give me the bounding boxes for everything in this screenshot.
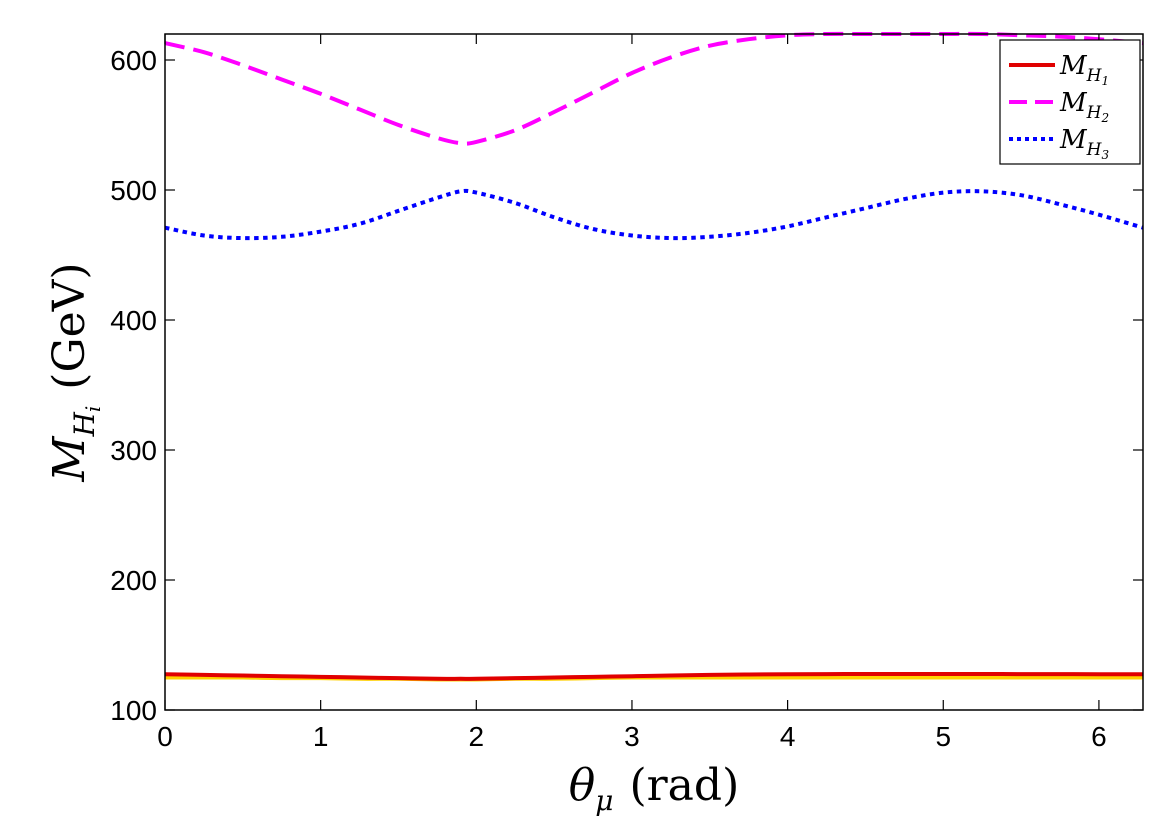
- legend-label-mh2: MH2: [1059, 88, 1109, 125]
- x-tick-label: 4: [780, 721, 796, 752]
- x-tick-label: 5: [935, 721, 951, 752]
- series-line-mh1: [164, 671, 1144, 681]
- curves-group: [164, 31, 1144, 682]
- legend-label-mh1: MH1: [1059, 51, 1109, 88]
- x-axis-label: θμ (rad): [569, 760, 739, 817]
- y-axis-label: MHi(GeV): [44, 262, 105, 482]
- legend-label-mh3: MH3: [1059, 125, 1109, 162]
- y-tick-label: 200: [110, 565, 157, 596]
- y-tick-label: 300: [110, 435, 157, 466]
- x-tick-label: 0: [157, 721, 173, 752]
- legend: MH1 MH2 MH3: [999, 39, 1141, 165]
- y-tick-label: 600: [110, 45, 157, 76]
- y-tick-label: 400: [110, 305, 157, 336]
- series-line-mh2: [164, 31, 1144, 146]
- y-ticks-group: 100 200 300 400 500 600: [110, 45, 1143, 726]
- y-tick-label: 100: [110, 695, 157, 726]
- x-ticks-group: 0 1 2 3 4 5 6: [157, 34, 1107, 752]
- x-tick-label: 2: [469, 721, 485, 752]
- x-tick-label: 3: [624, 721, 640, 752]
- series-line-mh3: [164, 188, 1144, 241]
- y-tick-label: 500: [110, 175, 157, 206]
- x-tick-label: 1: [313, 721, 329, 752]
- plot-frame: [164, 33, 1144, 711]
- x-tick-label: 6: [1091, 721, 1107, 752]
